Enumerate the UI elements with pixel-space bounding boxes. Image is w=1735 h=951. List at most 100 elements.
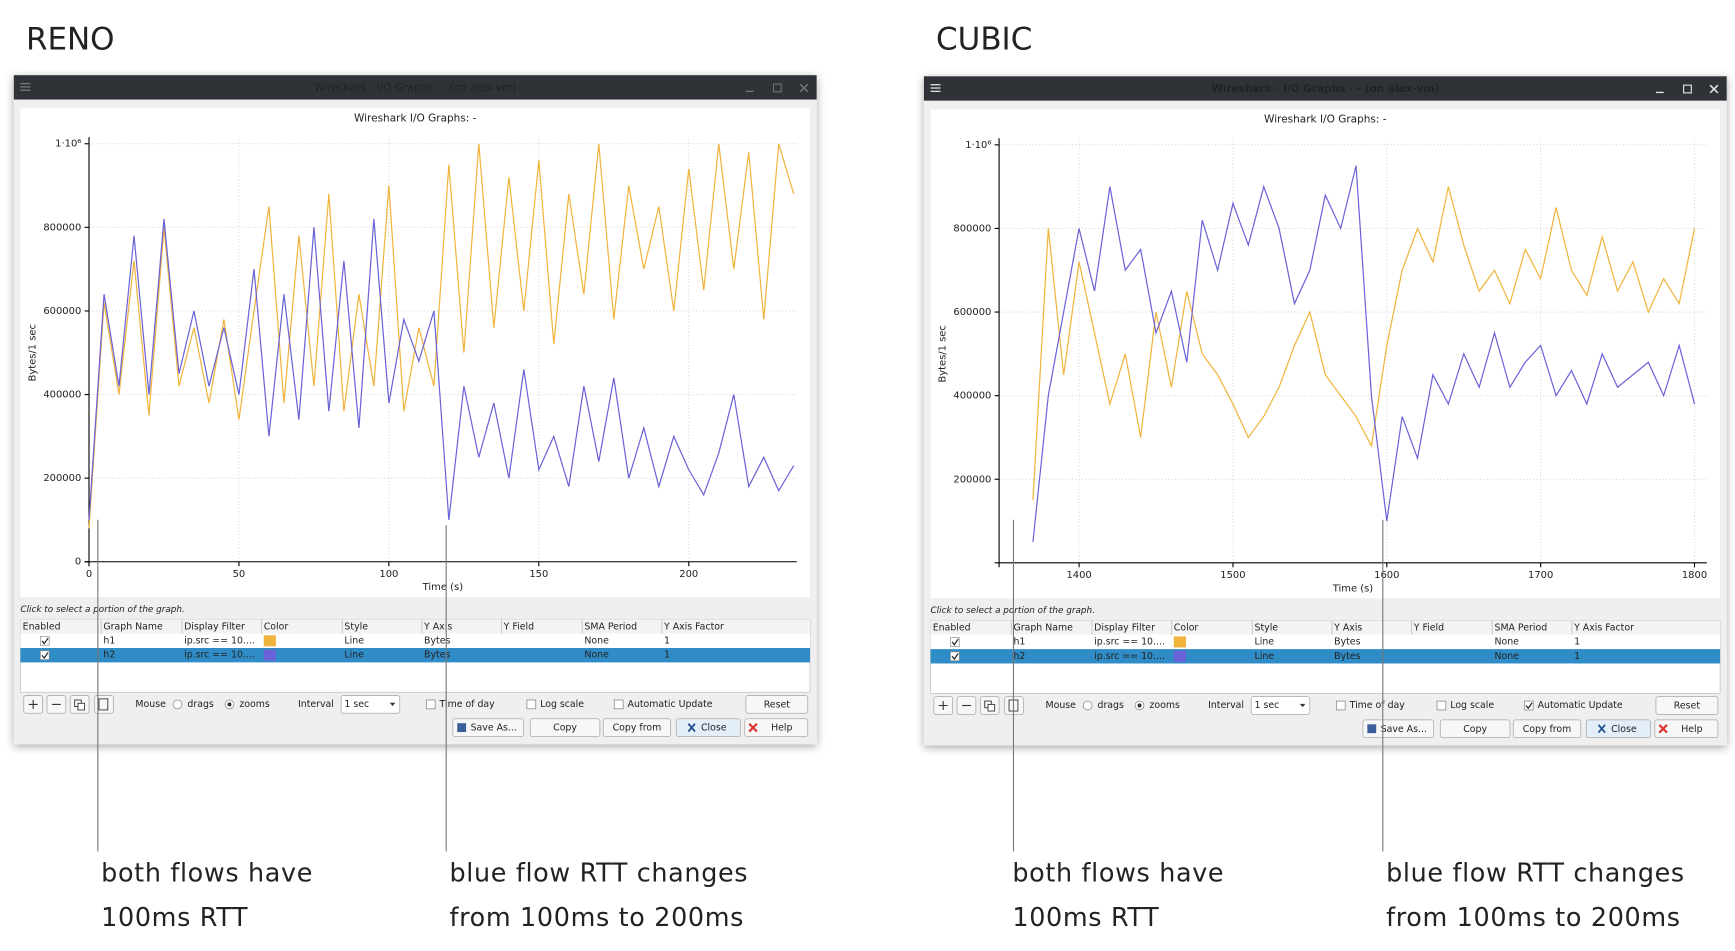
help-button[interactable] — [1654, 719, 1719, 738]
heading: RENO — [26, 21, 115, 57]
time-of-day-label: Time of day — [439, 699, 496, 710]
annotation-text: 100ms RTT — [101, 902, 248, 932]
window: Wireshark · I/O Graphs · - (on alex-vm) W… — [923, 76, 1727, 746]
radio[interactable] — [172, 699, 183, 710]
series-line — [1032, 186, 1696, 501]
reset-button-label: Reset — [764, 699, 791, 710]
column-header: SMA Period — [584, 621, 637, 632]
hint: Click to select a portion of the graph. — [20, 605, 184, 615]
color-swatch[interactable] — [263, 649, 276, 661]
menu-icon[interactable] — [20, 89, 31, 91]
annotation-text: from 100ms to 200ms — [1386, 902, 1681, 932]
chart-area[interactable] — [930, 109, 1721, 599]
color-swatch[interactable] — [263, 635, 276, 647]
table-row[interactable] — [20, 633, 810, 649]
y-axis-factor: 1 — [1574, 636, 1580, 647]
annotation-text: from 100ms to 200ms — [450, 902, 745, 932]
display-filter: ip.src == 10.... — [1094, 636, 1165, 647]
reset-button[interactable] — [745, 695, 809, 714]
column-header: Display Filter — [184, 621, 245, 632]
table-row[interactable] — [930, 634, 1721, 650]
radio[interactable] — [1082, 700, 1093, 711]
time-of-day[interactable] — [425, 699, 436, 710]
close-button[interactable] — [1709, 84, 1719, 94]
log-scale[interactable] — [526, 699, 537, 710]
reset-button-label: Reset — [1674, 701, 1701, 712]
sma-period: None — [584, 635, 609, 646]
mouse-label: Mouse — [1046, 700, 1077, 711]
y-axis-value: Bytes — [1334, 636, 1360, 647]
x-tick-label: 100 — [379, 569, 398, 580]
x-tick-label: 0 — [86, 569, 92, 580]
copy-icon — [987, 703, 996, 712]
graph-name: h1 — [1013, 636, 1025, 647]
checkbox[interactable] — [950, 637, 960, 647]
chart-title: Wireshark I/O Graphs: - — [1264, 113, 1387, 125]
y-tick-label: 1·10⁶ — [55, 139, 81, 150]
menu-icon[interactable] — [930, 90, 941, 93]
column-header: Y Axis — [1333, 623, 1362, 634]
x-tick-label: 1700 — [1528, 570, 1553, 581]
checkbox[interactable] — [40, 636, 50, 646]
copy-button[interactable] — [529, 718, 601, 737]
help-button[interactable] — [744, 718, 809, 737]
close-button[interactable] — [675, 718, 741, 737]
copy-from-button — [1512, 719, 1582, 738]
title-bar — [923, 76, 1727, 101]
clear-icon — [98, 698, 109, 711]
interval-select[interactable] — [1250, 696, 1311, 715]
selected-row[interactable] — [20, 648, 810, 663]
copy-button[interactable] — [1439, 719, 1511, 738]
save-as-button[interactable] — [1362, 719, 1435, 738]
automatic-update[interactable] — [613, 699, 624, 710]
window-title: Wireshark · I/O Graphs · - (on alex-vm) — [1211, 83, 1439, 95]
help-icon — [1658, 724, 1668, 734]
interval-label: Interval — [298, 699, 334, 710]
close-button[interactable] — [799, 83, 809, 93]
menu-icon[interactable] — [930, 87, 941, 89]
menu-icon[interactable] — [20, 82, 31, 85]
interval-value: 1 sec — [344, 699, 369, 710]
y-tick-label: 0 — [75, 557, 81, 568]
close-button[interactable] — [1585, 719, 1651, 738]
check — [951, 638, 959, 646]
column-header: Y Axis Factor — [663, 621, 724, 632]
help-icon — [748, 722, 758, 733]
log-scale[interactable] — [1436, 700, 1447, 711]
radio-dot — [227, 702, 232, 707]
save-as-button[interactable] — [452, 718, 524, 737]
log-scale-label: Log scale — [540, 699, 584, 710]
x-tick-label: 1500 — [1220, 570, 1245, 581]
y-axis-value: Bytes — [424, 635, 450, 646]
y-tick-label: 600000 — [43, 306, 81, 317]
display-filter: ip.src == 10.... — [184, 635, 255, 646]
check — [41, 652, 49, 659]
x-axis-label: Time (s) — [422, 582, 464, 593]
minimize-button[interactable] — [1655, 91, 1664, 94]
menu-icon[interactable] — [930, 84, 941, 86]
minimize-button[interactable] — [745, 90, 754, 93]
color-swatch[interactable] — [1173, 650, 1186, 662]
reset-button[interactable] — [1655, 696, 1719, 715]
column-header: Color — [1174, 623, 1199, 634]
checkbox[interactable] — [950, 651, 960, 662]
save-icon — [457, 723, 467, 733]
checkbox[interactable] — [40, 650, 50, 660]
menu-icon[interactable] — [20, 86, 31, 88]
select-arrow — [389, 702, 396, 707]
interval-select[interactable] — [340, 695, 401, 714]
y-axis-label: Bytes/1 sec — [28, 324, 39, 381]
time-of-day[interactable] — [1335, 700, 1346, 711]
plus-icon — [28, 699, 38, 709]
maximize-button[interactable] — [1683, 84, 1692, 94]
selected-row[interactable] — [930, 649, 1721, 664]
annotation-text: blue flow RTT changes — [450, 858, 749, 888]
color-swatch[interactable] — [1173, 636, 1186, 648]
column-header: Style — [1255, 623, 1279, 634]
automatic-update[interactable] — [1523, 700, 1534, 711]
maximize-button[interactable] — [772, 83, 782, 93]
y-tick-label: 1·10⁶ — [965, 140, 991, 151]
column-header: Enabled — [933, 623, 971, 634]
x-tick-label: 1400 — [1066, 570, 1091, 581]
x-tick-label: 1800 — [1682, 570, 1707, 581]
